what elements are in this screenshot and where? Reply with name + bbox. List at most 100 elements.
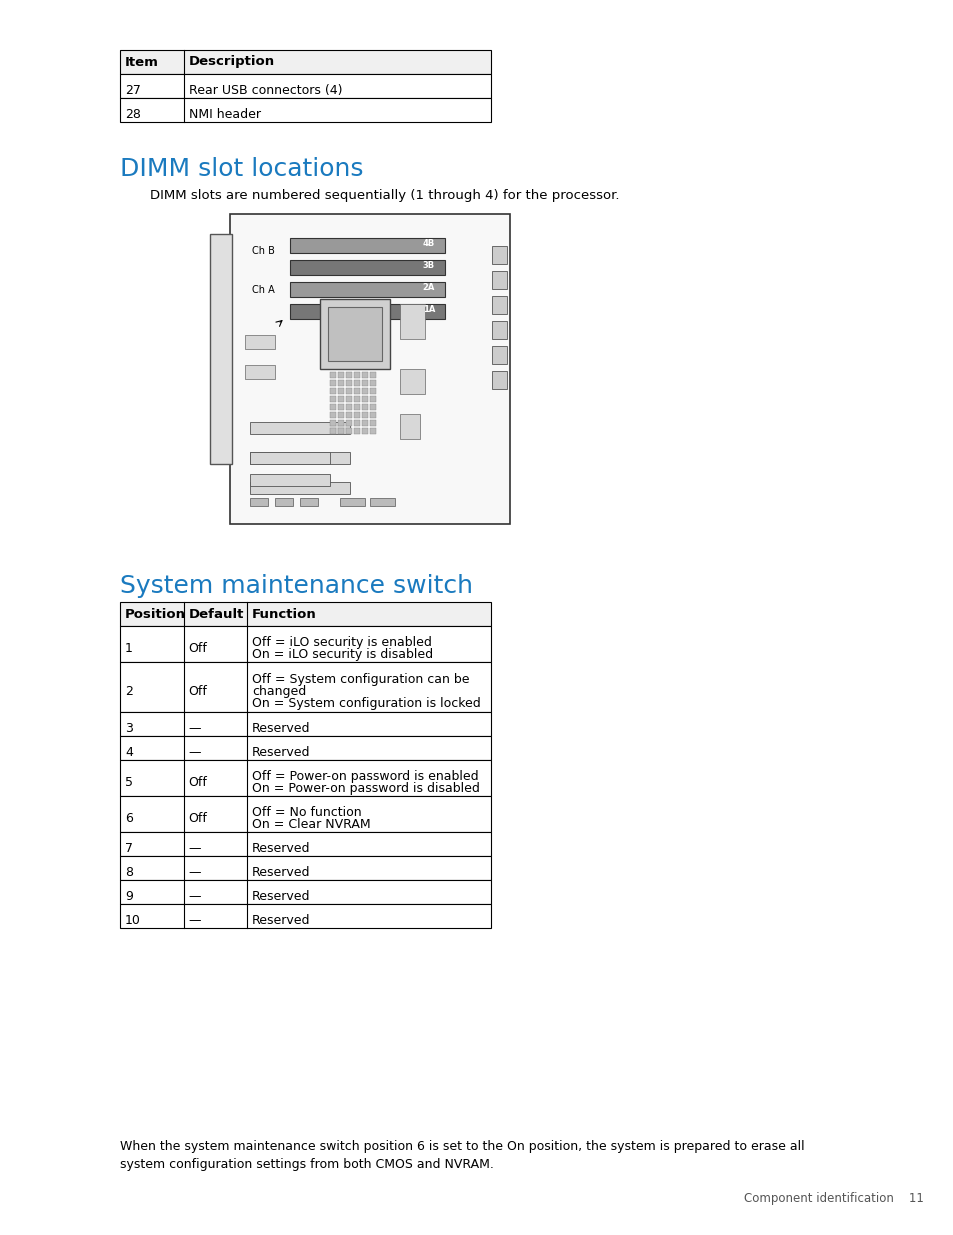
Bar [337, 380, 344, 387]
Bar [354, 380, 359, 387]
Bar [354, 396, 359, 403]
Text: 5: 5 [125, 776, 132, 789]
Bar [492, 321, 506, 338]
Bar [370, 380, 375, 387]
Bar [492, 296, 506, 314]
Text: Off = No function: Off = No function [252, 805, 361, 819]
Text: Position: Position [125, 608, 186, 620]
Bar [370, 412, 375, 417]
Text: 6: 6 [125, 811, 132, 825]
Bar [354, 412, 359, 417]
Bar [328, 308, 381, 361]
Text: Reserved: Reserved [252, 914, 311, 926]
Text: —: — [189, 914, 201, 926]
Bar [370, 396, 375, 403]
Bar [290, 304, 444, 319]
Text: changed: changed [252, 684, 306, 698]
Text: On = iLO security is disabled: On = iLO security is disabled [252, 647, 433, 661]
Bar [337, 429, 344, 433]
Bar [330, 396, 335, 403]
Bar [120, 74, 491, 98]
Bar [399, 304, 424, 338]
Bar [337, 420, 344, 426]
Bar [120, 832, 491, 856]
Bar [120, 49, 491, 74]
Text: 8: 8 [125, 866, 132, 878]
Text: Reserved: Reserved [252, 841, 311, 855]
Text: 4B: 4B [422, 240, 435, 248]
Text: Reserved: Reserved [252, 746, 311, 758]
Bar [250, 452, 330, 464]
Text: 4: 4 [125, 746, 132, 758]
Bar [354, 420, 359, 426]
Text: On = Power-on password is disabled: On = Power-on password is disabled [252, 782, 479, 794]
Bar [399, 414, 419, 438]
Bar [354, 372, 359, 378]
Text: Item: Item [125, 56, 159, 68]
Bar [120, 601, 491, 626]
Bar [120, 98, 491, 122]
Text: 2: 2 [125, 684, 132, 698]
Bar [337, 404, 344, 410]
Text: Function: Function [252, 608, 316, 620]
Bar [370, 420, 375, 426]
Bar [492, 370, 506, 389]
Bar [346, 404, 352, 410]
Bar [245, 335, 274, 350]
Bar [290, 261, 444, 275]
Bar [346, 420, 352, 426]
Text: Reserved: Reserved [252, 866, 311, 878]
Bar [370, 404, 375, 410]
Bar [245, 366, 274, 379]
Bar [492, 270, 506, 289]
Text: 9: 9 [125, 889, 132, 903]
Bar [330, 420, 335, 426]
Bar [346, 396, 352, 403]
Bar [299, 498, 317, 506]
Bar [250, 498, 268, 506]
Bar [361, 412, 368, 417]
Text: 1: 1 [125, 642, 132, 655]
Bar [370, 388, 375, 394]
Bar [250, 422, 350, 433]
Bar [250, 474, 330, 487]
Text: —: — [189, 866, 201, 878]
Text: Off: Off [189, 776, 207, 789]
Text: Off: Off [189, 684, 207, 698]
Bar [210, 233, 232, 464]
Text: When the system maintenance switch position 6 is set to the On position, the sys: When the system maintenance switch posit… [120, 1140, 803, 1171]
Bar [120, 626, 491, 662]
Text: —: — [189, 889, 201, 903]
Text: —: — [189, 721, 201, 735]
Bar [346, 429, 352, 433]
Text: Rear USB connectors (4): Rear USB connectors (4) [189, 84, 342, 96]
Bar [354, 429, 359, 433]
Bar [399, 369, 424, 394]
Bar [346, 388, 352, 394]
Bar [492, 246, 506, 264]
Bar [361, 420, 368, 426]
Bar [120, 881, 491, 904]
Bar [337, 388, 344, 394]
Bar [492, 346, 506, 364]
Bar [250, 482, 350, 494]
Bar [330, 412, 335, 417]
Bar [120, 662, 491, 713]
Bar [361, 372, 368, 378]
Bar [370, 372, 375, 378]
Bar [290, 238, 444, 253]
Text: 27: 27 [125, 84, 141, 96]
Text: 1A: 1A [422, 305, 435, 315]
Bar [250, 452, 350, 464]
Text: —: — [189, 746, 201, 758]
Bar [330, 372, 335, 378]
Text: 10: 10 [125, 914, 141, 926]
Bar [361, 429, 368, 433]
Bar [274, 498, 293, 506]
Bar [337, 396, 344, 403]
Text: —: — [189, 841, 201, 855]
Bar [330, 380, 335, 387]
Bar [361, 404, 368, 410]
Text: Reserved: Reserved [252, 721, 311, 735]
Bar [330, 404, 335, 410]
